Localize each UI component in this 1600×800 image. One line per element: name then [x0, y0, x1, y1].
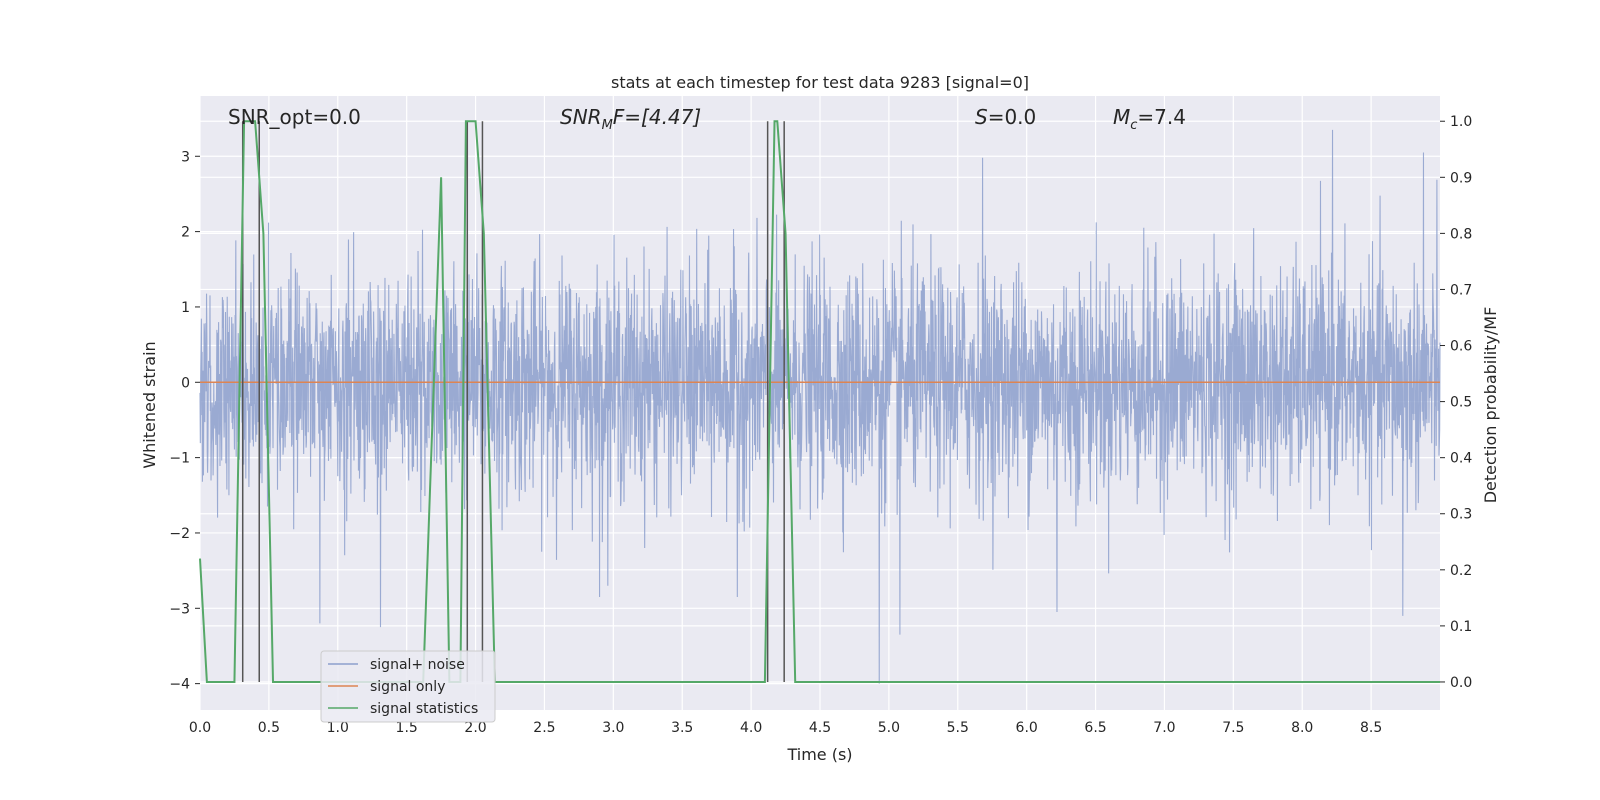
y2-axis-label: Detection probability/MF	[1481, 307, 1500, 504]
y-axis-ticks: −4 −3 −2 −1 0 1 2 3	[169, 149, 200, 693]
y-tick-label: −3	[169, 601, 190, 617]
legend-label-signal-noise: signal+ noise	[370, 657, 465, 673]
x-tick-label: 5.5	[947, 720, 969, 736]
annotation-snr-opt: SNR_opt=0.0	[228, 105, 361, 129]
x-tick-label: 4.0	[740, 720, 762, 736]
y-axis-label: Whitened strain	[140, 341, 159, 468]
annotation-snr-mf-main: SNR	[560, 105, 602, 129]
y-tick-label: −1	[169, 451, 190, 467]
x-tick-label: 7.0	[1153, 720, 1175, 736]
annotation-mc-sub: c	[1130, 118, 1137, 133]
y2-tick-label: 0.6	[1450, 339, 1472, 355]
x-tick-label: 7.5	[1222, 720, 1244, 736]
y2-tick-label: 0.1	[1450, 619, 1472, 635]
y-tick-label: 2	[181, 225, 190, 241]
series-signal-noise	[199, 129, 1441, 684]
chart-title: stats at each timestep for test data 928…	[611, 73, 1029, 92]
x-tick-label: 2.5	[533, 720, 555, 736]
x-axis-label: Time (s)	[786, 745, 852, 764]
x-tick-label: 0.5	[258, 720, 280, 736]
annotation-mc: Mc=7.4	[1113, 105, 1186, 133]
y2-tick-label: 0.5	[1450, 395, 1472, 411]
annotation-mc-main: M	[1113, 105, 1130, 129]
legend: signal+ noise signal only signal statist…	[320, 650, 496, 723]
y-tick-label: −2	[169, 526, 190, 542]
y2-tick-label: 0.0	[1450, 675, 1472, 691]
x-axis-ticks: 0.0 0.5 1.0 1.5 2.0 2.5 3.0 3.5 4.0 4.5 5.0 5.5 6.0 6…	[189, 720, 1382, 736]
y2-tick-label: 0.2	[1450, 563, 1472, 579]
x-tick-label: 0.0	[189, 720, 211, 736]
annotation-s-tail: =0.0	[988, 105, 1037, 129]
y2-tick-label: 0.3	[1450, 507, 1472, 523]
x-tick-label: 2.0	[464, 720, 486, 736]
legend-box	[320, 650, 496, 723]
annotation-snr-mf: SNRMF=[4.47]	[560, 105, 701, 133]
noise-line	[199, 129, 1441, 684]
y-tick-label: 3	[181, 149, 190, 165]
signal-statistics-line	[199, 120, 1440, 683]
series-signal-statistics	[199, 120, 1440, 683]
x-tick-label: 5.0	[878, 720, 900, 736]
y-tick-label: 0	[181, 375, 190, 391]
y2-tick-label: 1.0	[1450, 114, 1472, 130]
x-tick-label: 3.0	[602, 720, 624, 736]
y2-tick-label: 0.9	[1450, 170, 1472, 186]
y-tick-label: −4	[169, 677, 190, 693]
legend-label-signal-only: signal only	[370, 679, 445, 695]
y2-tick-label: 0.4	[1450, 451, 1472, 467]
grid	[199, 96, 1440, 710]
x-tick-label: 1.5	[396, 720, 418, 736]
x-tick-label: 8.5	[1360, 720, 1382, 736]
x-tick-label: 1.0	[327, 720, 349, 736]
x-tick-label: 8.0	[1291, 720, 1313, 736]
annotation-s-main: S	[975, 105, 988, 129]
annotation-snr-mf-tail: F=[4.47]	[613, 105, 701, 129]
x-tick-label: 3.5	[671, 720, 693, 736]
legend-label-signal-statistics: signal statistics	[370, 701, 478, 717]
annotation-snr-mf-sub: M	[602, 118, 613, 133]
y2-tick-label: 0.7	[1450, 282, 1472, 298]
x-tick-label: 6.0	[1016, 720, 1038, 736]
x-tick-label: 6.5	[1084, 720, 1106, 736]
annotation-mc-tail: =7.4	[1137, 105, 1186, 129]
y-tick-label: 1	[181, 300, 190, 316]
y2-tick-label: 0.8	[1450, 226, 1472, 242]
x-tick-label: 4.5	[809, 720, 831, 736]
annotation-s: S=0.0	[975, 105, 1036, 129]
y2-axis-ticks: 0.0 0.1 0.2 0.3 0.4 0.5 0.6 0.7 0.8 0.9 1.0	[1440, 114, 1472, 691]
